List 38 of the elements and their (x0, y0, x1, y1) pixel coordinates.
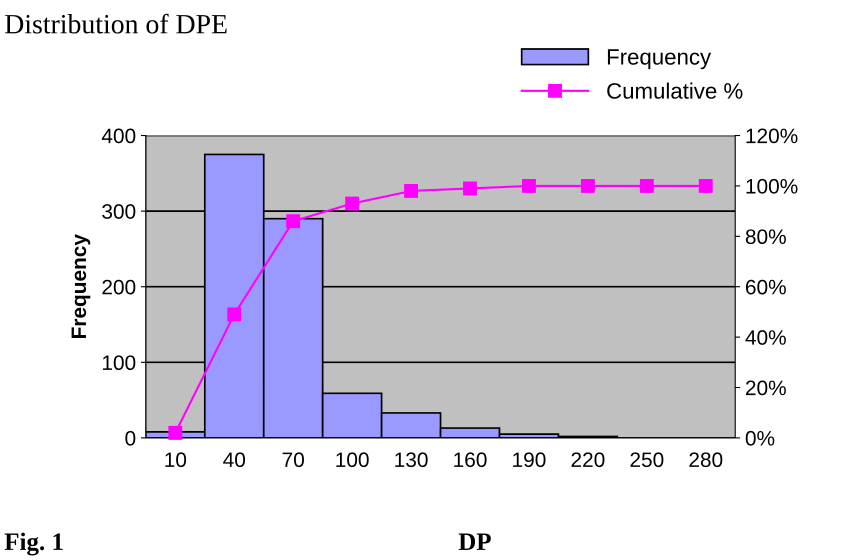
x-axis-title: DP (458, 534, 491, 550)
y-tick-label: 300 (102, 204, 136, 219)
y-axis-title: Frequency (72, 234, 90, 338)
point (463, 181, 477, 196)
y2-tick-label: 100% (746, 178, 798, 194)
x-tick-label: 190 (513, 452, 546, 468)
point (404, 184, 418, 198)
y-tick-label: 400 (102, 128, 136, 144)
x-tick-label: 220 (572, 452, 604, 468)
y-tick-label: 0 (125, 430, 136, 446)
legend-label: Frequency (608, 49, 712, 70)
x-tick-label: 130 (395, 452, 428, 468)
x-tick-label: 280 (689, 452, 722, 468)
x-tick-label: 10 (165, 452, 186, 468)
y-tick-label: 100 (102, 355, 136, 370)
point (286, 214, 300, 228)
point (168, 426, 182, 440)
x-tick-label: 100 (336, 452, 369, 468)
y2-tick-label: 40% (745, 330, 786, 345)
x-tick-label: 40 (223, 452, 246, 468)
legend-label: Cumulative % (607, 82, 742, 99)
x-tick-label: 70 (282, 452, 304, 468)
chart-title: Distribution of DPE (5, 14, 227, 34)
x-tick-label: 250 (630, 452, 664, 468)
point (522, 178, 536, 193)
point (227, 307, 242, 322)
point (345, 196, 360, 211)
y2-tick-label: 80% (746, 229, 786, 244)
y2-tick-label: 0% (746, 430, 774, 446)
y-tick-label: 200 (102, 280, 136, 294)
point (580, 178, 595, 193)
point (698, 178, 713, 193)
caption: Fig. 1 (4, 532, 63, 556)
point (640, 178, 654, 193)
y2-tick-label: 60% (746, 280, 786, 294)
y2-tick-label: 120% (746, 128, 798, 144)
x-tick-label: 160 (454, 452, 487, 468)
y2-tick-label: 20% (746, 380, 786, 396)
